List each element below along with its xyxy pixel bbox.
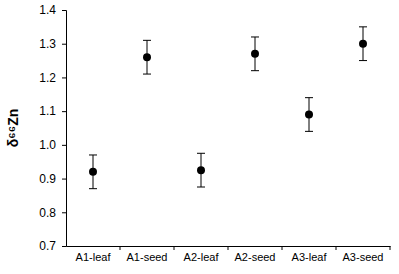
point xyxy=(89,168,97,176)
error-bar-cap xyxy=(143,40,151,41)
category-divider xyxy=(282,246,283,250)
error-bar-cap xyxy=(197,187,205,188)
y-tick-mark xyxy=(62,179,66,180)
error-bar-cap xyxy=(305,131,313,132)
x-tick-label: A3-seed xyxy=(343,251,384,263)
y-tick: 0.9 xyxy=(39,172,66,186)
y-tick-mark xyxy=(62,111,66,112)
x-tick: A2-leaf xyxy=(184,246,220,263)
x-tick-label: A1-leaf xyxy=(76,251,112,263)
error-bar xyxy=(359,27,367,61)
error-bar-cap xyxy=(305,97,313,98)
error-bar xyxy=(251,37,259,71)
error-bar xyxy=(197,153,205,187)
point xyxy=(197,166,205,174)
x-tick: A1-seed xyxy=(127,246,168,263)
error-bar xyxy=(89,155,97,189)
category-divider xyxy=(228,246,229,250)
x-tick-label: A2-seed xyxy=(235,251,276,263)
y-tick-label: 0.9 xyxy=(39,172,56,186)
error-bar-cap xyxy=(89,188,97,189)
marks xyxy=(89,27,367,189)
y-tick: 1.2 xyxy=(39,71,66,85)
category-divider xyxy=(174,246,175,250)
y-tick-label: 1.3 xyxy=(39,37,56,51)
y-tick-label: 1.1 xyxy=(39,104,56,118)
x-tick: A3-leaf xyxy=(292,246,328,263)
y-axis: 0.7 0.8 0.9 1.0 1.1 1.2 1.3 1.4 xyxy=(39,3,66,253)
x-axis: A1-leaf A1-seed A2-leaf A2-seed A3-leaf A3-se… xyxy=(67,246,391,263)
y-tick: 0.8 xyxy=(39,206,66,220)
point xyxy=(359,40,367,48)
plot-area: 0.7 0.8 0.9 1.0 1.1 1.2 1.3 1.4 A1-leaf A1-seed A2… xyxy=(39,3,390,263)
y-tick-mark xyxy=(62,145,66,146)
y-tick-mark xyxy=(62,77,66,78)
y-tick-mark xyxy=(62,246,66,247)
error-bar xyxy=(143,40,151,74)
error-bar-cap xyxy=(251,36,259,37)
y-axis-title: δ⁶⁶Zn xyxy=(5,109,21,148)
x-tick: A3-seed xyxy=(343,246,384,263)
x-tick-label: A1-seed xyxy=(127,251,168,263)
y-tick: 1.1 xyxy=(39,104,66,118)
error-bar-cap xyxy=(89,154,97,155)
x-tick-label: A3-leaf xyxy=(292,251,328,263)
y-tick-label: 0.8 xyxy=(39,206,56,220)
x-tick: A1-leaf xyxy=(76,246,112,263)
point xyxy=(143,53,151,61)
category-divider xyxy=(336,246,337,250)
category-divider xyxy=(120,246,121,250)
chart: 0.7 0.8 0.9 1.0 1.1 1.2 1.3 1.4 A1-leaf A1-seed A2… xyxy=(0,0,399,274)
error-bar-cap xyxy=(143,74,151,75)
y-tick: 1.4 xyxy=(39,3,66,17)
y-tick-label: 0.7 xyxy=(39,239,56,253)
y-tick: 1.0 xyxy=(39,138,66,152)
category-divider xyxy=(390,246,391,250)
y-axis-line xyxy=(62,11,67,247)
x-tick: A2-seed xyxy=(235,246,276,263)
error-bar-cap xyxy=(359,26,367,27)
y-tick-mark xyxy=(62,10,66,11)
x-tick-label: A2-leaf xyxy=(184,251,220,263)
y-tick: 0.7 xyxy=(39,239,66,253)
error-bar-cap xyxy=(359,60,367,61)
y-tick: 1.3 xyxy=(39,37,66,51)
point xyxy=(251,50,259,58)
y-tick-label: 1.0 xyxy=(39,138,56,152)
y-tick-label: 1.2 xyxy=(39,71,56,85)
y-tick-mark xyxy=(62,212,66,213)
error-bar xyxy=(305,98,313,132)
point xyxy=(305,111,313,119)
y-tick-label: 1.4 xyxy=(39,3,56,17)
y-tick-mark xyxy=(62,44,66,45)
error-bar-cap xyxy=(197,153,205,154)
error-bar-cap xyxy=(251,70,259,71)
